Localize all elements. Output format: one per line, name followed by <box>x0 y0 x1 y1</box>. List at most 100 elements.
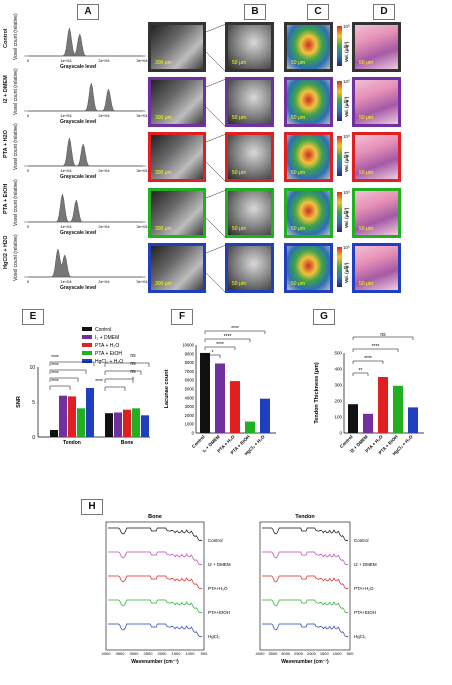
lacunae-volume-map-scale-bar: 50 μm <box>291 60 305 66</box>
y-tick-label: 5 <box>32 400 35 406</box>
histogram-tick-label: 0 <box>27 58 30 63</box>
histogram-tick-label: 1e+04 <box>60 168 72 173</box>
spectrum-line <box>262 575 349 590</box>
histogram-tick-label: 3e+04 <box>136 113 148 118</box>
y-tick-label: 300 <box>334 383 342 388</box>
zoom-connector <box>206 78 226 128</box>
spectrum-label: PTA+H₂O <box>354 586 374 591</box>
significance-label: ns <box>130 361 136 367</box>
significance-bracket <box>104 378 134 383</box>
bar <box>105 413 113 437</box>
y-tick-label: 7000 <box>185 369 195 374</box>
colorbar-top: 10³ <box>343 245 350 250</box>
histogram-tick-label: 0 <box>27 168 30 173</box>
row-label: I2 + DMEM <box>3 75 9 103</box>
spectrum-label: I2 + DMEM <box>354 562 377 567</box>
significance-label: ** <box>359 368 363 374</box>
y-tick-label: 0 <box>192 431 195 436</box>
x-tick-label: 1500 <box>320 651 330 656</box>
zoom-connector <box>206 244 226 294</box>
significance-label: ns <box>380 332 386 338</box>
x-tick-label: 500 <box>201 651 208 656</box>
bar <box>378 377 388 433</box>
histogram-plot: 0 1e+04 2e+04 3e+04 <box>24 137 148 173</box>
significance-bracket <box>49 385 71 390</box>
colorbar-top: 10³ <box>343 134 350 139</box>
significance-bracket <box>204 338 251 342</box>
bar <box>245 421 255 433</box>
histology-section-scale-bar: 50 μm <box>359 115 373 121</box>
significance-label: **** <box>51 371 59 377</box>
x-tick-label: 3000 <box>130 651 140 656</box>
histogram-curve <box>28 247 143 278</box>
y-tick-label: 0 <box>32 435 35 441</box>
zoom-line <box>206 133 226 143</box>
microct-zoom-tile: 50 μm <box>225 22 274 72</box>
colorbar-top: 10³ <box>343 190 350 195</box>
histogram-tick-label: 1e+04 <box>60 58 72 63</box>
bar <box>260 398 270 433</box>
colorbar <box>337 136 342 176</box>
histology-section-tile: 50 μm <box>352 132 401 182</box>
x-tick-label: 4000 <box>256 651 266 656</box>
significance-label: **** <box>231 326 239 332</box>
x-tick-label: 1000 <box>186 651 196 656</box>
histogram-tick-label: 2e+04 <box>98 113 110 118</box>
microct-zoom-scale-bar: 50 μm <box>232 281 246 287</box>
bar <box>230 381 240 433</box>
microct-zoom-tile: 50 μm <box>225 77 274 127</box>
microct-overview-scale-bar: 300 μm <box>155 170 172 176</box>
colorbar-label: Vol. (μm³) <box>344 41 349 62</box>
colorbar-label: Vol. (μm³) <box>344 96 349 117</box>
bar <box>348 404 358 433</box>
bar <box>132 408 140 437</box>
histology-section-scale-bar: 50 μm <box>359 170 373 176</box>
colorbar <box>337 192 342 232</box>
histogram-tick-label: 1e+04 <box>60 224 72 229</box>
significance-label: **** <box>51 363 59 369</box>
spectrum-label: Control <box>208 538 223 543</box>
spectrum-frame <box>259 521 351 651</box>
histogram-tick-label: 0 <box>27 224 30 229</box>
histogram-xlabel: Grayscale level <box>60 64 97 70</box>
significance-bracket <box>204 346 236 350</box>
significance-label: **** <box>51 379 59 385</box>
histology-section-scale-bar: 50 μm <box>359 60 373 66</box>
zoom-line <box>206 272 226 294</box>
spectrum-label: Control <box>354 538 369 543</box>
microct-zoom-scale-bar: 50 μm <box>232 226 246 232</box>
zoom-line <box>206 51 226 73</box>
significance-label: * <box>132 377 134 383</box>
microct-overview-tile: 300 μm <box>148 77 206 127</box>
legend-label: PTA + H₂O <box>95 343 119 349</box>
x-tick-label: 500 <box>347 651 354 656</box>
lacunae-volume-map-tile: 50 μm <box>284 77 333 127</box>
zoom-line <box>206 189 226 199</box>
colorbar-mid: 10¹ <box>343 44 350 49</box>
x-tick-label: 3500 <box>116 651 126 656</box>
histology-section-tile: 50 μm <box>352 188 401 238</box>
y-axis-label: Lacunae count <box>164 369 170 408</box>
y-tick-label: 5000 <box>185 387 195 392</box>
x-tick-label: 3000 <box>281 651 291 656</box>
histogram-xlabel: Grayscale level <box>60 174 97 180</box>
x-tick-label: 1500 <box>172 651 182 656</box>
colorbar <box>337 247 342 287</box>
legend-label: PTA + EtOH <box>95 351 122 357</box>
lacunae-volume-map-tile: 50 μm <box>284 188 333 238</box>
y-tick-label: 400 <box>334 367 342 372</box>
microct-zoom-scale-bar: 50 μm <box>232 115 246 121</box>
y-axis-label: SNR <box>16 396 22 408</box>
lacunae-volume-map-scale-bar: 50 μm <box>291 170 305 176</box>
significance-bracket <box>204 330 266 334</box>
spectrum-line <box>108 575 203 590</box>
microct-overview-tile: 300 μm <box>148 132 206 182</box>
microct-overview-scale-bar: 300 μm <box>155 281 172 287</box>
colorbar-top: 10³ <box>343 24 350 29</box>
y-tick-label: 4000 <box>185 395 195 400</box>
microct-zoom-tile: 50 μm <box>225 243 274 293</box>
x-axis-label: Wavenumber (cm⁻¹) <box>131 659 179 665</box>
legend-label: HgCl₂ + H₂O <box>95 359 123 365</box>
colorbar-label: Vol. (μm³) <box>344 207 349 228</box>
significance-label: ns <box>130 353 136 359</box>
